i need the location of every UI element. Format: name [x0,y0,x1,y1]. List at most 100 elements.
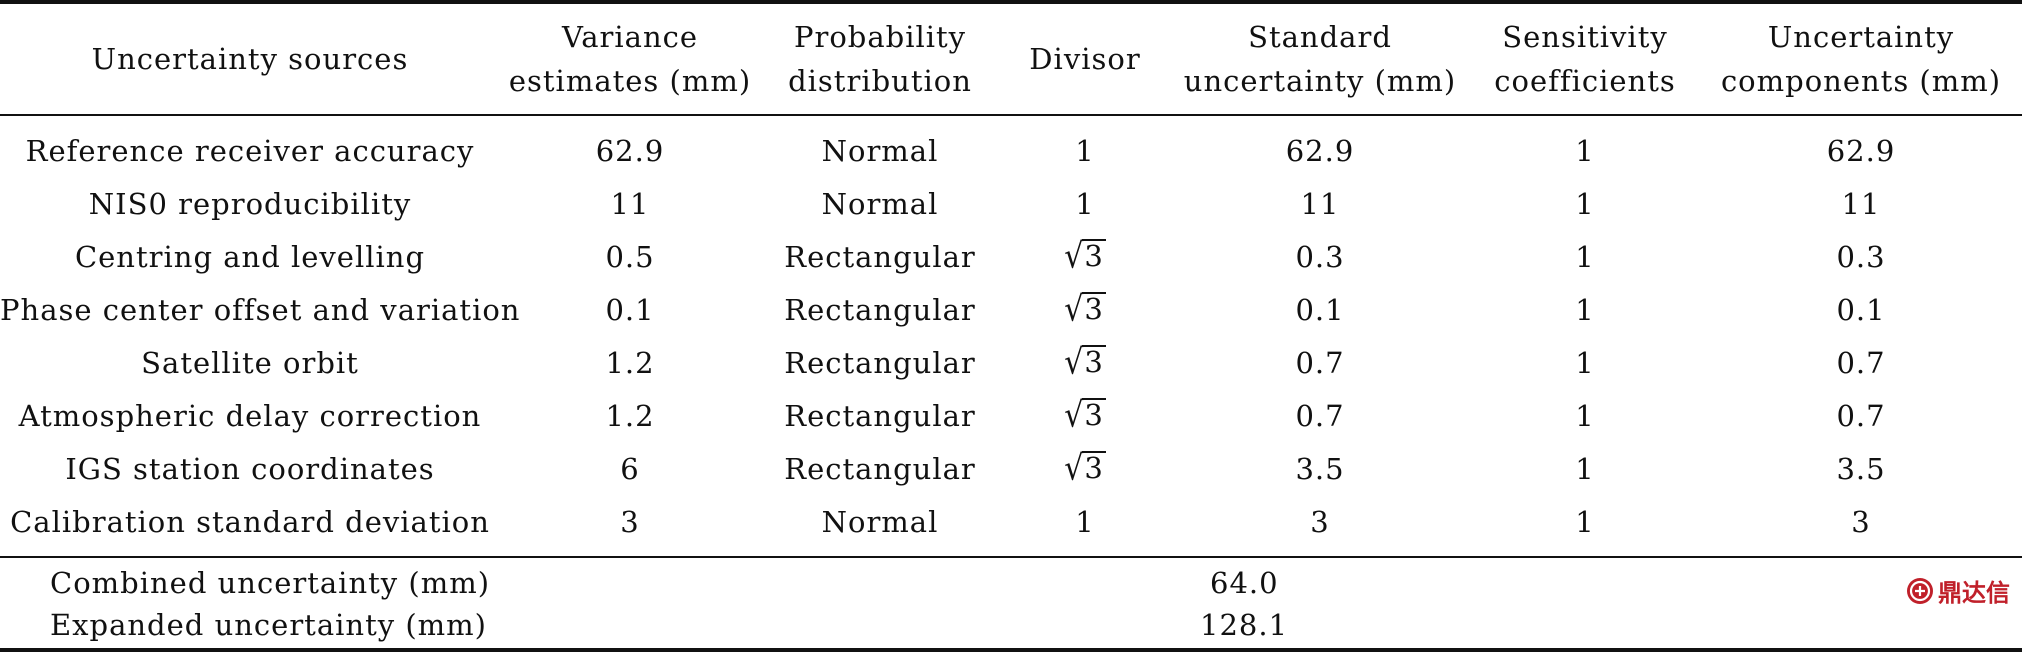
cell-component: 3.5 [1836,451,1886,486]
watermark-logo: 鼎达信 [1906,573,2010,608]
cell-variance: 62.9 [595,133,665,168]
cell-sensitivity: 1 [1575,186,1595,221]
header-sensitivity-coefficients: Sensitivity coefficients [1470,0,1700,116]
summary-label: Combined uncertainty (mm) [50,566,491,600]
header-line: Probability [793,20,967,54]
cell-sensitivity: 1 [1575,398,1595,433]
cell-source: Calibration standard deviation [0,495,500,558]
cell-source: NIS0 reproducibility [88,186,412,221]
cell-sensitivity: 1 [1575,292,1595,327]
watermark-text: 鼎达信 [1938,579,2010,607]
cell-divisor: 1 [1075,186,1095,221]
cell-source: IGS station coordinates [65,451,435,486]
table-row: Atmospheric delay correction 1.2 Rectangul… [0,389,2022,442]
header-line: Divisor [1029,42,1141,76]
cell-divisor: √3 [1000,230,1170,283]
cell-variance: 1.2 [605,345,655,380]
cell-sensitivity: 1 [1575,239,1595,274]
cell-variance: 11 [610,186,650,221]
sqrt-expression: √3 [1064,342,1106,383]
cell-distribution: Rectangular [784,345,976,380]
header-line: Standard [1248,20,1392,54]
sqrt-expression: √3 [1064,448,1106,489]
cell-distribution: Rectangular [784,398,976,433]
header-variance-estimates: Variance estimates (mm) [500,0,760,116]
sqrt-expression: √3 [1064,236,1106,277]
cell-distribution: Rectangular [784,451,976,486]
summary-value-text: 64.0 [1210,566,1279,600]
summary-value: 64.0 [1170,557,2022,604]
cell-distribution: Rectangular [784,292,976,327]
table-row: NIS0 reproducibility 11 Normal 1 11 1 11 [0,177,2022,230]
summary-label: Expanded uncertainty (mm) [0,604,1170,652]
header-line: Sensitivity [1502,20,1668,54]
header-line: estimates (mm) [508,64,752,98]
cell-variance: 1.2 [605,398,655,433]
header-uncertainty-sources: Uncertainty sources [0,0,500,116]
cell-variance: 0.1 [605,292,655,327]
summary-value: 128.1 [1170,604,2022,652]
cell-standard: 0.7 [1295,398,1345,433]
cell-standard: 11 [1300,186,1340,221]
cell-variance: 0.5 [605,239,655,274]
cell-component: 3 [1700,495,2022,558]
cell-source: Reference receiver accuracy [25,133,475,168]
header-divisor: Divisor [1000,0,1170,116]
cell-source: Satellite orbit [141,345,359,380]
table-row: Calibration standard deviation 3 Normal 1 3 1… [0,495,2022,558]
table-row: Centring and levelling 0.5 Rectangular √3 0.… [0,230,2022,283]
header-line: Uncertainty [1767,20,1955,54]
summary-row-expanded: Expanded uncertainty (mm) 128.1 [0,604,2022,652]
summary-row-combined: Combined uncertainty (mm) 64.0 [0,557,2022,604]
cell-component: 0.7 [1836,398,1886,433]
header-line: Variance [561,20,699,54]
cell-divisor: 1 [1000,495,1170,558]
cell-divisor: 1 [1075,133,1095,168]
watermark-icon [1907,577,1933,604]
cell-standard: 3.5 [1295,451,1345,486]
table-row: Satellite orbit 1.2 Rectangular √3 0.7 1 0.7 [0,336,2022,389]
cell-source: Atmospheric delay correction [18,398,482,433]
cell-sensitivity: 1 [1470,495,1700,558]
header-uncertainty-components: Uncertainty components (mm) [1700,0,2022,116]
table-body: Reference receiver accuracy 62.9 Normal 1 62… [0,115,2022,558]
table-row: Reference receiver accuracy 62.9 Normal 1 62… [0,115,2022,177]
cell-distribution: Rectangular [784,239,976,274]
cell-standard: 3 [1170,495,1470,558]
table-summary: Combined uncertainty (mm) 64.0 Expanded … [0,557,2022,652]
cell-source: Centring and levelling [74,239,426,274]
cell-sensitivity: 1 [1575,133,1595,168]
cell-sensitivity: 1 [1575,345,1595,380]
header-line: uncertainty (mm) [1183,64,1457,98]
cell-divisor: √3 [1000,336,1170,389]
header-line: coefficients [1494,64,1676,98]
cell-standard: 62.9 [1285,133,1355,168]
cell-component: 11 [1841,186,1881,221]
cell-standard: 0.1 [1295,292,1345,327]
summary-value-text: 128.1 [1200,608,1289,642]
cell-divisor: √3 [1000,283,1170,336]
sqrt-expression: √3 [1064,395,1106,436]
table-row: Phase center offset and variation 0.1 Rect… [0,283,2022,336]
cell-component: 0.1 [1836,292,1886,327]
cell-standard: 0.7 [1295,345,1345,380]
sqrt-expression: √3 [1064,289,1106,330]
cell-distribution: Normal [760,495,1000,558]
table-row: IGS station coordinates 6 Rectangular √3 3.5… [0,442,2022,495]
cell-component: 62.9 [1826,133,1896,168]
table-header-row: Uncertainty sources Variance estimates (… [0,0,2022,116]
cell-distribution: Normal [821,133,939,168]
cell-source: Phase center offset and variation [0,292,521,327]
header-line: components (mm) [1720,64,2002,98]
cell-variance: 6 [620,451,640,486]
cell-component: 0.7 [1836,345,1886,380]
cell-divisor: √3 [1000,442,1170,495]
header-line: distribution [788,64,972,98]
header-line: Uncertainty sources [91,42,409,76]
header-probability-distribution: Probability distribution [760,0,1000,116]
cell-divisor: √3 [1000,389,1170,442]
cell-sensitivity: 1 [1575,451,1595,486]
cell-standard: 0.3 [1295,239,1345,274]
